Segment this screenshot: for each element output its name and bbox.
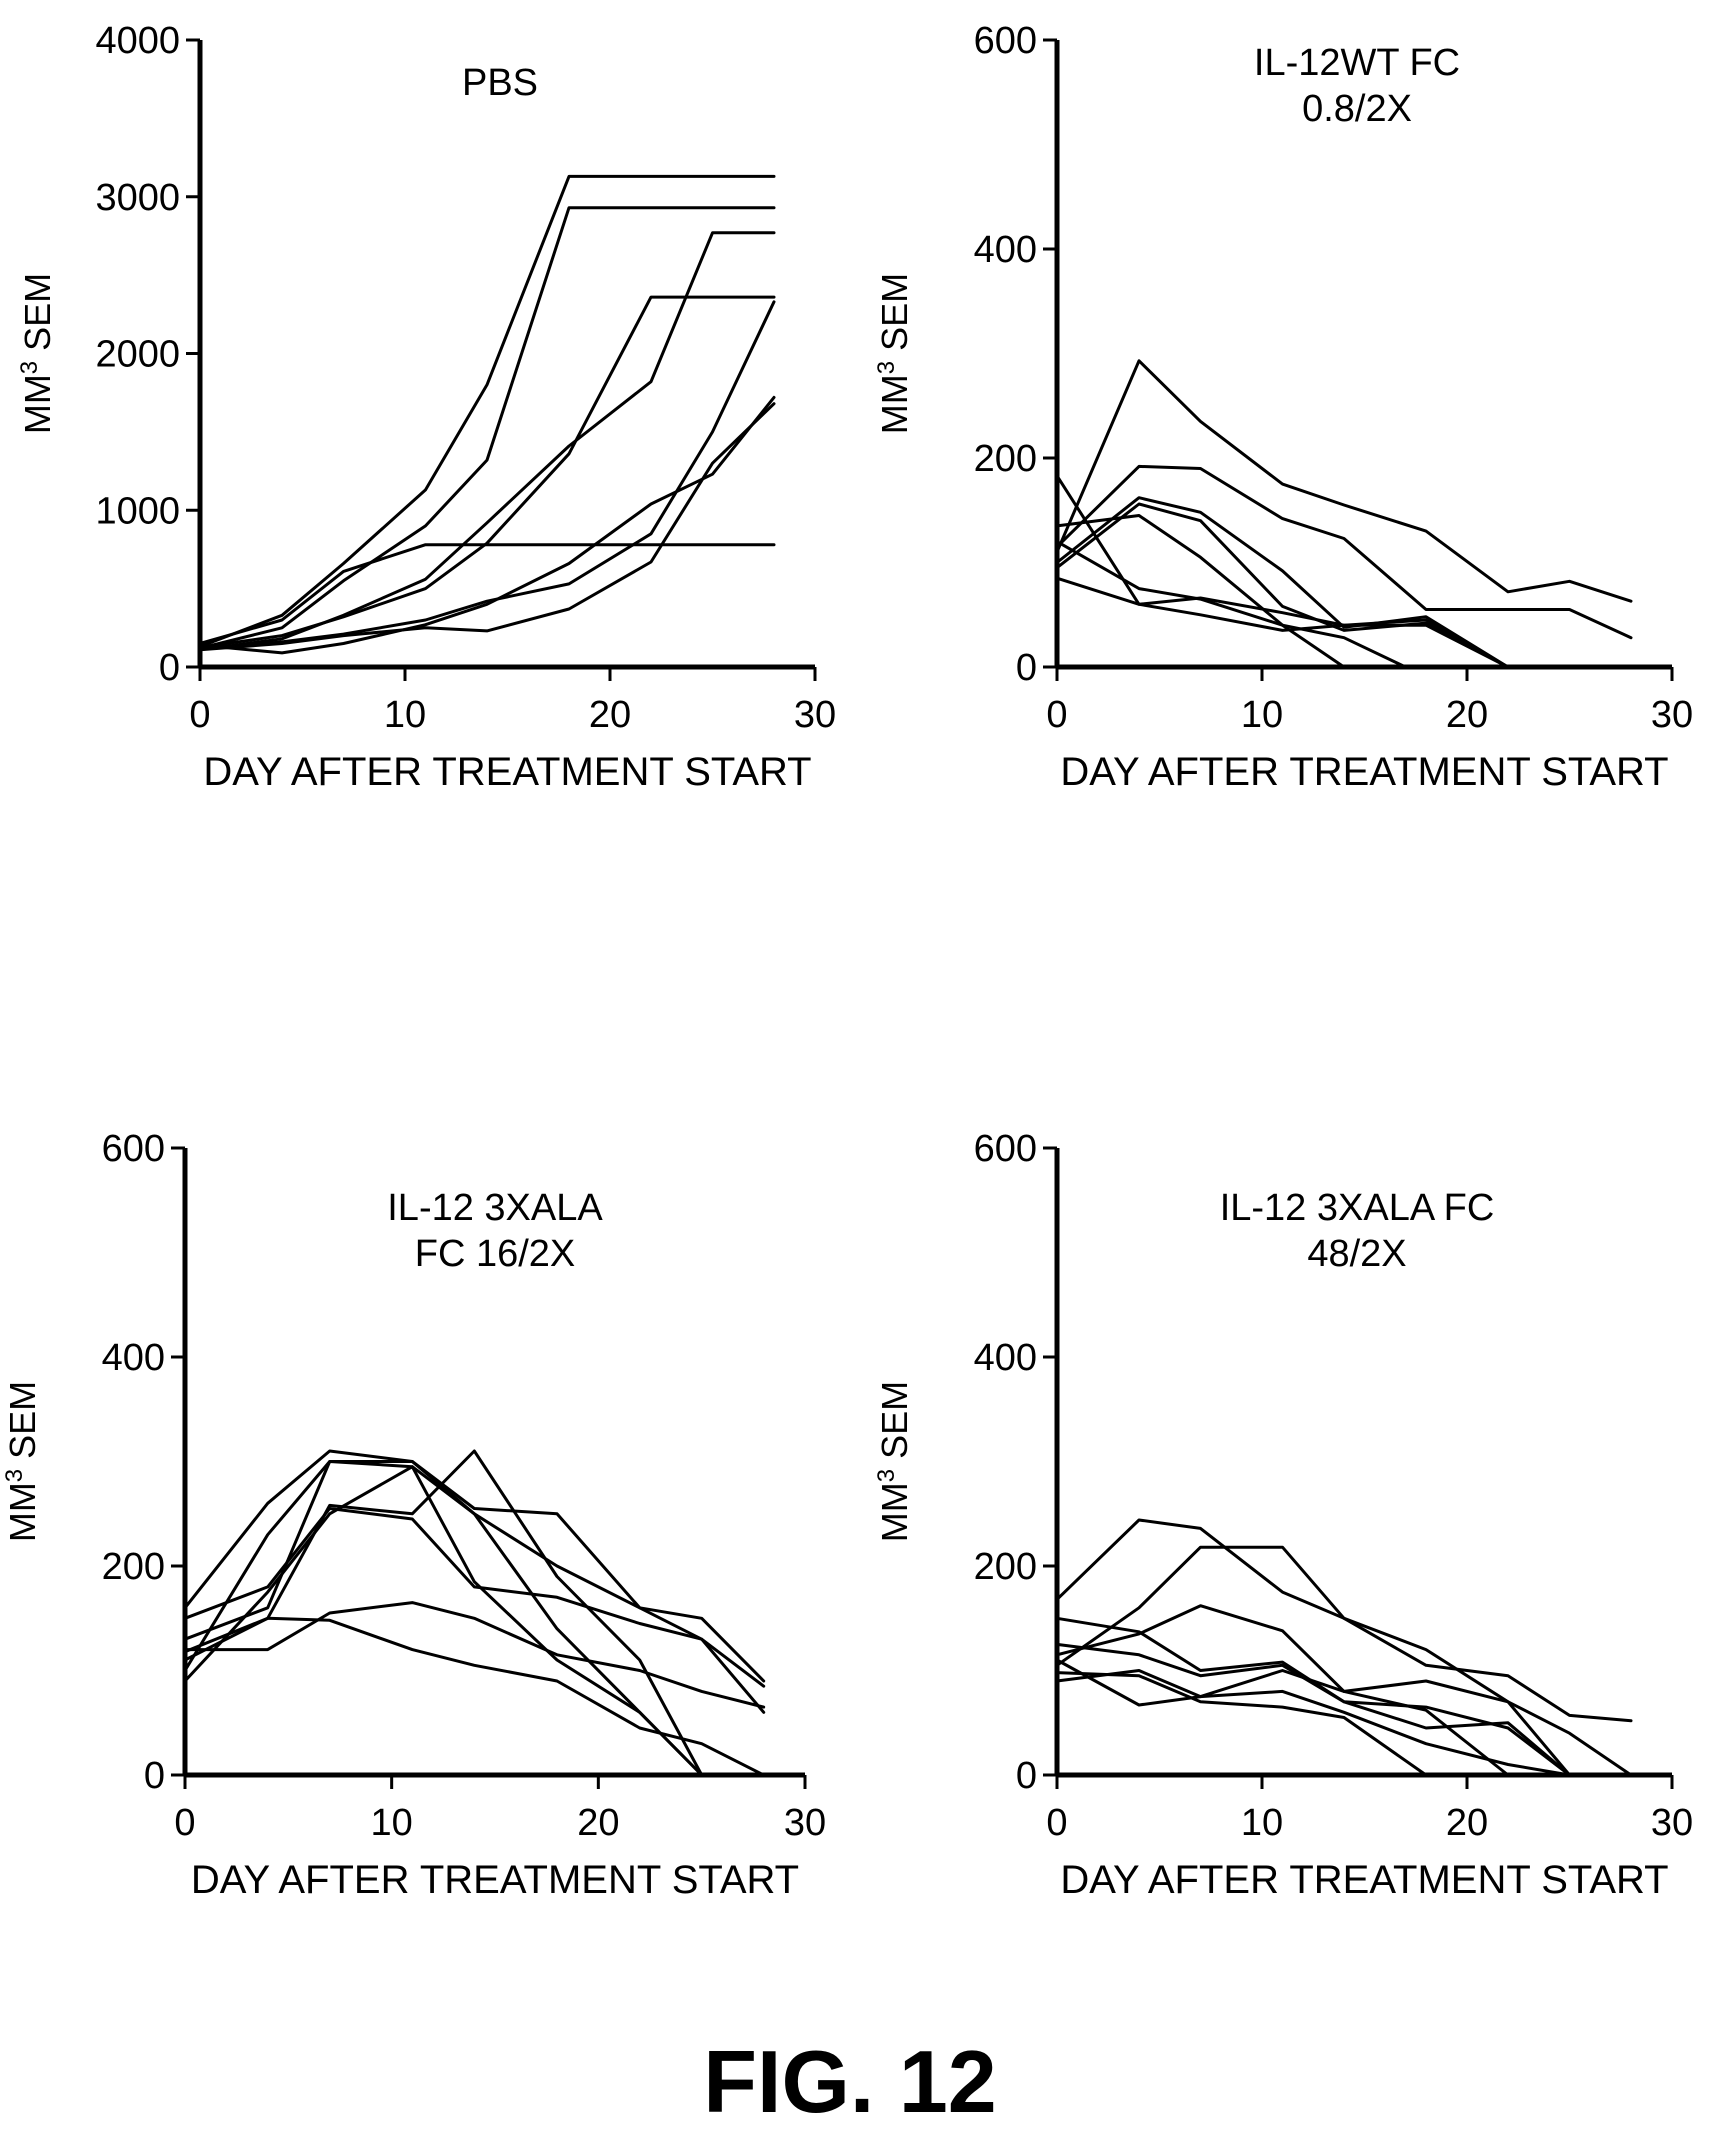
chart-panel-4: 0 200 400 600 0 10 20 30 DAY AFTER TREATMENT STA… [873, 1128, 1694, 1902]
series-line-5 [198, 295, 776, 649]
x-axis-label: DAY AFTER TREATMENT START [1060, 750, 1668, 794]
y-tick-label: 1000 [95, 490, 180, 532]
y-tick-label: 2000 [95, 334, 180, 376]
x-tick-label: 30 [1651, 1802, 1693, 1844]
x-tick-label: 0 [1046, 1802, 1067, 1844]
y-tick-label: 400 [102, 1337, 165, 1379]
y-tick-label: 200 [974, 1546, 1037, 1588]
series-line-1 [198, 174, 776, 649]
series-line-1 [1055, 359, 1633, 603]
y-tick-label: 600 [102, 1128, 165, 1170]
x-tick-label: 0 [174, 1802, 195, 1844]
series-line-6 [183, 1601, 766, 1709]
panel-title-line: FC 16/2X [415, 1233, 576, 1275]
series-line-2 [1055, 1545, 1571, 1777]
x-tick-label: 0 [1046, 694, 1067, 736]
y-tick-label: 400 [974, 229, 1037, 271]
y-tick-label: 4000 [95, 20, 180, 62]
y-tick-label: 200 [102, 1546, 165, 1588]
panel-title-line: IL-12 3XALA [387, 1187, 603, 1229]
y-tick-label: 0 [144, 1755, 165, 1797]
series-line-8 [183, 1460, 704, 1777]
series-line-5 [1055, 1658, 1510, 1777]
x-tick-label: 10 [1241, 1802, 1283, 1844]
series-line-6 [1055, 540, 1346, 669]
series-line-1 [183, 1449, 766, 1683]
x-tick-label: 20 [577, 1802, 619, 1844]
y-tick-label: 0 [159, 647, 180, 689]
series-line-3 [183, 1507, 766, 1714]
panel-title-line: 48/2X [1307, 1233, 1406, 1275]
y-axis-label: MM3 SEM [16, 273, 59, 434]
series-line-7 [1055, 1669, 1571, 1777]
series-line-7 [198, 300, 776, 651]
chart-panel-2: 0 200 400 600 0 10 20 30 DAY AFTER TREATMENT STA… [873, 20, 1694, 794]
x-tick-label: 20 [1446, 694, 1488, 736]
x-axis-label: DAY AFTER TREATMENT START [203, 750, 811, 794]
series-line-6 [198, 395, 776, 655]
panel-title-line: IL-12 3XALA FC [1220, 1187, 1495, 1229]
y-tick-label: 200 [974, 438, 1037, 480]
chart-panel-1: 0 1000 2000 3000 4000 0 10 20 30 DAY AFTER TREATM… [16, 20, 837, 794]
x-tick-label: 30 [784, 1802, 826, 1844]
x-tick-label: 10 [371, 1802, 413, 1844]
series-line-4 [183, 1465, 704, 1777]
x-tick-label: 30 [1651, 694, 1693, 736]
x-axis-label: DAY AFTER TREATMENT START [191, 1858, 799, 1902]
series-line-5 [1055, 514, 1407, 669]
series-line-8 [1055, 1671, 1428, 1777]
chart-panel-3: 0 200 400 600 0 10 20 30 DAY AFTER TREATMENT STA… [1, 1128, 827, 1902]
series-line-5 [183, 1449, 704, 1777]
series-line-2 [183, 1460, 766, 1688]
y-axis-label: MM3 SEM [873, 1381, 916, 1542]
y-tick-label: 400 [974, 1337, 1037, 1379]
panel-title-line: PBS [462, 62, 538, 104]
x-axis-label: DAY AFTER TREATMENT START [1060, 1858, 1668, 1902]
x-tick-label: 20 [589, 694, 631, 736]
y-tick-label: 0 [1016, 1755, 1037, 1797]
series-line-6 [1055, 1642, 1571, 1777]
series-line-8 [198, 402, 776, 652]
series-line-3 [198, 231, 776, 652]
series-line-2 [1055, 464, 1633, 640]
y-axis-label: MM3 SEM [1, 1381, 44, 1542]
panel-title-line: IL-12WT FC [1254, 42, 1460, 84]
y-tick-label: 600 [974, 1128, 1037, 1170]
figure-label: FIG. 12 [703, 2032, 996, 2131]
series-line-4 [198, 543, 776, 645]
series-line-3 [1055, 496, 1510, 669]
x-tick-label: 10 [1241, 694, 1283, 736]
panel-title-line: 0.8/2X [1302, 88, 1412, 130]
series-line-4 [1055, 502, 1510, 669]
x-tick-label: 0 [189, 694, 210, 736]
series-line-2 [198, 206, 776, 650]
x-tick-label: 20 [1446, 1802, 1488, 1844]
y-tick-label: 3000 [95, 177, 180, 219]
series-line-8 [1055, 576, 1510, 669]
y-tick-label: 0 [1016, 647, 1037, 689]
series-line-7 [183, 1616, 766, 1777]
y-axis-label: MM3 SEM [873, 273, 916, 434]
x-tick-label: 10 [384, 694, 426, 736]
y-tick-label: 600 [974, 20, 1037, 62]
x-tick-label: 30 [794, 694, 836, 736]
